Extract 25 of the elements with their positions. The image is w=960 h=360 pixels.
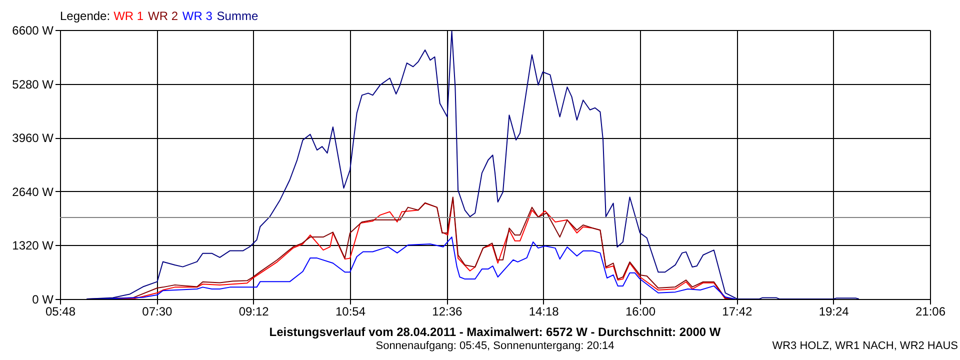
y-tick-label: 3960 W [12, 131, 54, 146]
x-tick-label: 17:42 [722, 304, 753, 318]
y-tick-label: 5280 W [12, 77, 54, 92]
y-tick-label: 2640 W [12, 184, 54, 199]
x-tick-label: 05:48 [45, 304, 76, 318]
text: WR 2 [148, 9, 178, 23]
legend-title: Legende: [60, 9, 110, 23]
x-tick-label: 12:36 [432, 304, 463, 318]
y-tick-label: 0 W [32, 292, 54, 306]
text: Leistungsverlauf vom 28.04.2011 - Maximalwert: 6572 W - Durchschnitt: 2000 W [269, 325, 722, 339]
x-tick-label: 10:54 [335, 304, 366, 318]
text: WR 1 [114, 9, 144, 23]
y-tick-label: 1320 W [12, 238, 54, 253]
text: WR3 HOLZ, WR1 NACH, WR2 HAUS [772, 340, 958, 352]
x-tick-label: 09:12 [238, 304, 270, 318]
x-tick-label: 16:00 [625, 304, 656, 318]
text: Sonnenaufgang: 05:45, Sonnenuntergang: 20:14 [376, 340, 614, 352]
x-tick-label: 21:06 [915, 304, 946, 318]
text: WR 3 [182, 9, 213, 23]
x-tick-label: 07:30 [142, 304, 173, 318]
x-tick-label: 19:24 [818, 304, 850, 318]
y-tick-label: 6600 W [12, 24, 54, 38]
text: Summe [216, 9, 258, 23]
x-tick-label: 14:18 [528, 304, 560, 318]
line-series [86, 30, 860, 299]
